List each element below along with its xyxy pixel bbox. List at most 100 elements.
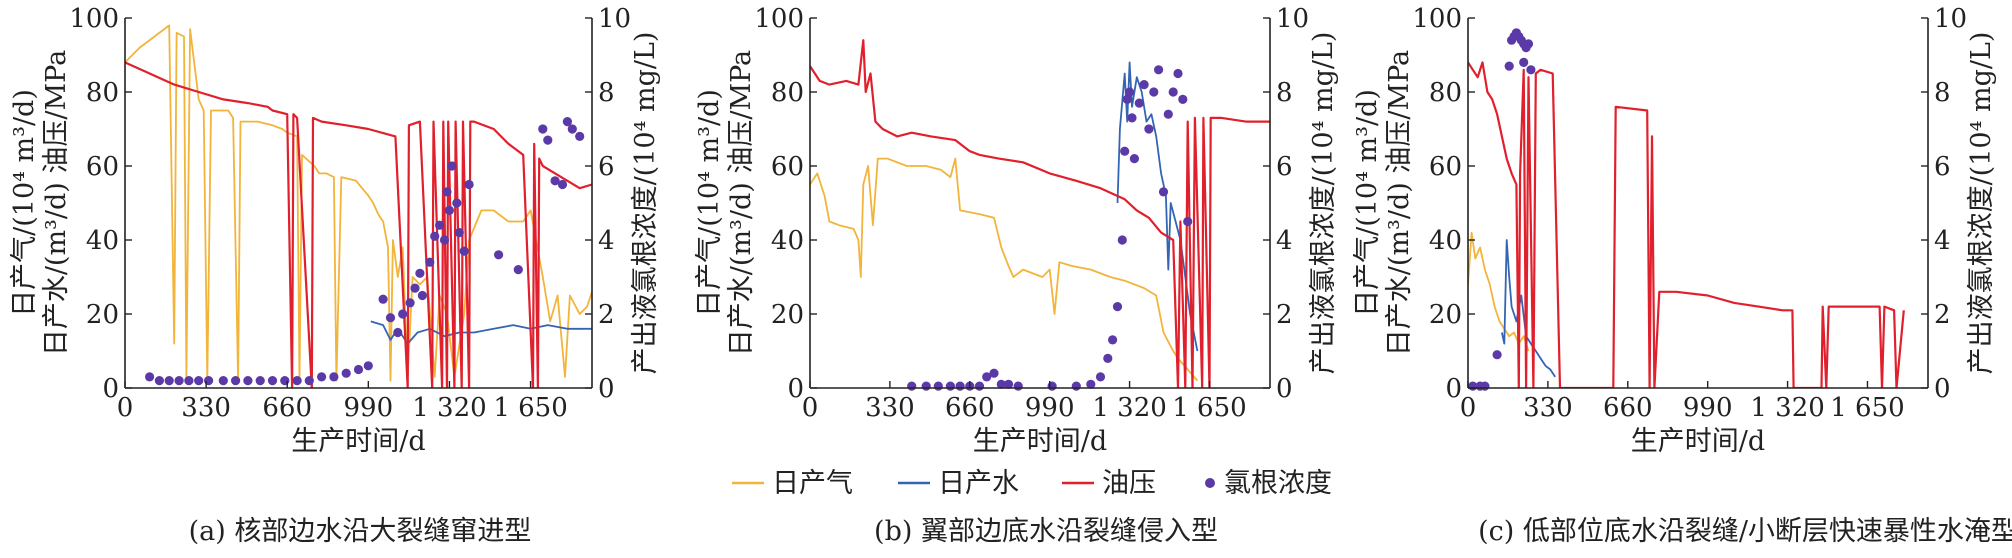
chloride-point: [1112, 302, 1123, 312]
panel-caption: (a) 核部边水沿大裂缝窜进型: [189, 516, 532, 547]
legend-label: 日产水: [938, 468, 1019, 499]
legend-swatch-dot: [1205, 478, 1215, 488]
y-right-tick-label: 10: [1276, 4, 1309, 34]
y-left-tick-label: 0: [1445, 374, 1462, 404]
chloride-point: [204, 376, 214, 386]
y-right-tick-label: 2: [1934, 300, 1951, 330]
chloride-point: [1480, 381, 1490, 391]
y-left-tick-label: 40: [86, 226, 119, 256]
y-right-label-chloride: 产出液氯根浓度/(10⁴ mg/L): [1308, 32, 1339, 375]
chloride-point: [329, 372, 339, 382]
series-gas-line: [125, 24, 592, 382]
y-left-label-water-pressure: 日产水/(m³/d) 油压/MPa: [726, 50, 757, 356]
series-pressure-line: [125, 61, 592, 388]
y-right-tick-label: 8: [1276, 78, 1293, 108]
chloride-point: [575, 131, 585, 141]
chloride-point: [1492, 350, 1502, 360]
x-tick-label: 1 320: [412, 393, 486, 423]
x-tick-label: 660: [1603, 393, 1653, 423]
chloride-point: [1158, 187, 1169, 197]
x-tick-label: 990: [1025, 393, 1075, 423]
chloride-point: [1519, 57, 1529, 67]
chloride-point: [921, 381, 931, 391]
chloride-point: [267, 376, 278, 386]
chloride-point: [543, 135, 553, 145]
y-left-tick-label: 60: [1429, 152, 1462, 182]
chloride-point: [1047, 381, 1057, 391]
y-right-tick-label: 8: [598, 78, 615, 108]
chloride-point: [1117, 235, 1127, 245]
chloride-point: [292, 376, 302, 386]
chloride-point: [164, 376, 174, 386]
chloride-point: [439, 235, 450, 245]
chloride-point: [378, 294, 388, 304]
chloride-point: [907, 381, 917, 391]
chloride-point: [1071, 381, 1081, 391]
x-tick-label: 0: [117, 393, 134, 423]
chloride-point: [464, 179, 474, 190]
panel-caption: (b) 翼部边底水沿裂缝侵入型: [874, 516, 1218, 547]
x-tick-label: 1 320: [1750, 393, 1824, 423]
chloride-point: [513, 265, 523, 275]
x-tick-label: 330: [1523, 393, 1573, 423]
x-tick-label: 330: [181, 393, 231, 423]
chloride-point: [974, 381, 985, 391]
x-tick-label: 990: [1683, 393, 1733, 423]
chloride-point: [243, 376, 253, 386]
chloride-point: [1127, 113, 1137, 123]
y-right-label-chloride: 产出液氯根浓度/(10⁴ mg/L): [1966, 32, 1997, 375]
x-tick-label: 0: [802, 393, 819, 423]
x-tick-label: 1 650: [1830, 393, 1904, 423]
y-right-tick-label: 0: [598, 374, 615, 404]
y-left-label-gas: 日产气/(10⁴ m³/d): [694, 89, 725, 317]
chloride-point: [430, 231, 440, 241]
chloride-point: [393, 327, 403, 338]
chloride-point: [1120, 146, 1130, 156]
chloride-point: [218, 376, 228, 386]
y-right-tick-label: 4: [598, 226, 615, 256]
y-right-tick-label: 6: [1934, 152, 1951, 182]
chloride-point: [996, 379, 1006, 389]
y-left-tick-label: 80: [1429, 78, 1462, 108]
chloride-point: [442, 187, 452, 197]
series-water-line: [1501, 239, 1556, 378]
y-left-tick-label: 20: [1429, 300, 1462, 330]
chloride-point: [1183, 216, 1193, 227]
y-left-label-gas: 日产气/(10⁴ m³/d): [9, 89, 40, 317]
y-right-tick-label: 0: [1934, 374, 1951, 404]
y-right-tick-label: 4: [1934, 226, 1951, 256]
chloride-point: [304, 376, 314, 386]
legend: 日产气 日产水 油压 氯根浓度: [732, 468, 1332, 499]
chloride-point: [435, 220, 445, 230]
y-right-tick-label: 6: [598, 152, 615, 182]
x-tick-label: 1 650: [493, 393, 567, 423]
chloride-point: [353, 364, 364, 375]
y-left-tick-label: 80: [771, 78, 804, 108]
x-tick-label: 1 320: [1092, 393, 1166, 423]
y-right-tick-label: 6: [1276, 152, 1293, 182]
y-left-tick-label: 60: [86, 152, 119, 182]
legend-label: 日产气: [772, 468, 853, 499]
x-axis-label: 生产时间/d: [1631, 426, 1765, 457]
chloride-point: [982, 372, 992, 382]
y-left-tick-label: 20: [771, 300, 804, 330]
chloride-point: [425, 257, 435, 267]
chloride-point: [398, 309, 408, 319]
chloride-point: [1003, 379, 1014, 389]
chloride-point: [363, 361, 373, 371]
chloride-point: [1178, 94, 1188, 104]
chloride-point: [1129, 154, 1139, 164]
chloride-point: [1122, 94, 1132, 104]
x-tick-label: 990: [344, 393, 394, 423]
y-left-tick-label: 0: [787, 374, 804, 404]
y-right-tick-label: 2: [1276, 300, 1293, 330]
chloride-point: [459, 246, 469, 256]
panel-caption: (c) 低部位底水沿裂缝/小断层快速暴性水淹型: [1478, 516, 2012, 547]
legend-item: 日产气: [732, 468, 853, 499]
y-right-tick-label: 4: [1276, 226, 1293, 256]
y-right-tick-label: 0: [1276, 374, 1293, 404]
legend-label: 氯根浓度: [1224, 468, 1332, 499]
legend-label: 油压: [1102, 468, 1156, 499]
chloride-point: [1173, 68, 1183, 79]
